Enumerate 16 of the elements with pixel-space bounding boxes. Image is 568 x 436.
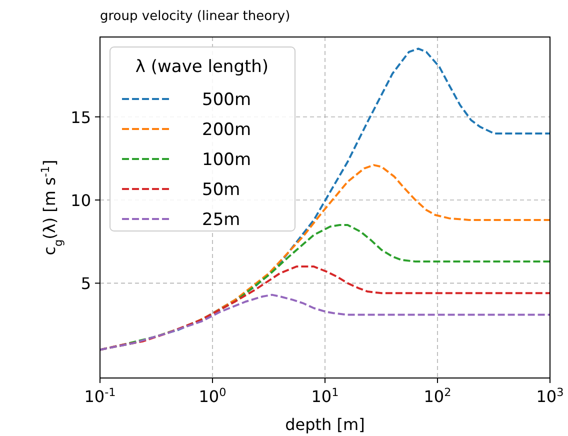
x-tick-label: 10$^{-1}$ [84,386,116,406]
legend-label: 500m [202,90,252,110]
x-axis-title: depth [m] [285,415,365,434]
legend-title: λ (wave length) [135,57,269,77]
x-tick-label: 10$^{1}$ [311,386,339,406]
y-tick-label: 15 [70,108,91,127]
legend-label: 50m [202,180,240,200]
chart-title: group velocity (linear theory) [100,9,290,24]
y-tick-label: 5 [80,274,91,294]
legend-label: 100m [202,150,252,170]
y-tick-label: 10 [70,191,91,210]
legend-label: 25m [202,210,240,230]
x-tick-label: 10$^{0}$ [198,386,226,406]
x-tick-label: 10$^{2}$ [424,386,452,406]
x-tick-label: 10$^{3}$ [536,386,564,406]
legend-label: 200m [202,120,252,140]
